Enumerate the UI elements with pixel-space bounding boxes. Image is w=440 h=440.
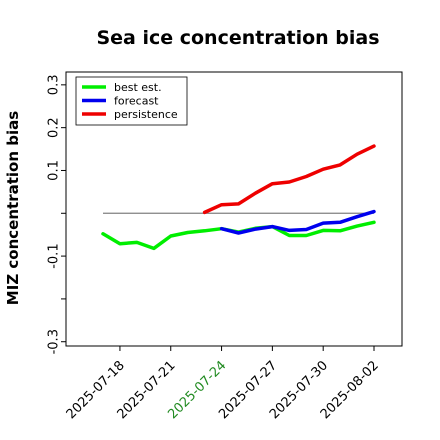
y-tick-label: 0.2 bbox=[47, 117, 62, 138]
series-line-forecast bbox=[219, 209, 376, 235]
legend-label: forecast bbox=[114, 95, 159, 108]
legend-label: best est. bbox=[114, 81, 162, 94]
chart-title: Sea ice concentration bias bbox=[96, 27, 379, 49]
plot-frame bbox=[65, 71, 403, 347]
series-line-persistence bbox=[202, 144, 376, 215]
y-tick-label: 0.1 bbox=[47, 160, 62, 181]
legend-label: persistence bbox=[114, 108, 178, 121]
y-axis-label: MIZ concentration bias bbox=[4, 111, 22, 305]
y-tick-label: -0.1 bbox=[47, 243, 62, 268]
y-tick-label: -0.3 bbox=[47, 329, 62, 354]
y-tick-label: 0.3 bbox=[47, 75, 62, 96]
series-line-best-est bbox=[101, 220, 376, 251]
